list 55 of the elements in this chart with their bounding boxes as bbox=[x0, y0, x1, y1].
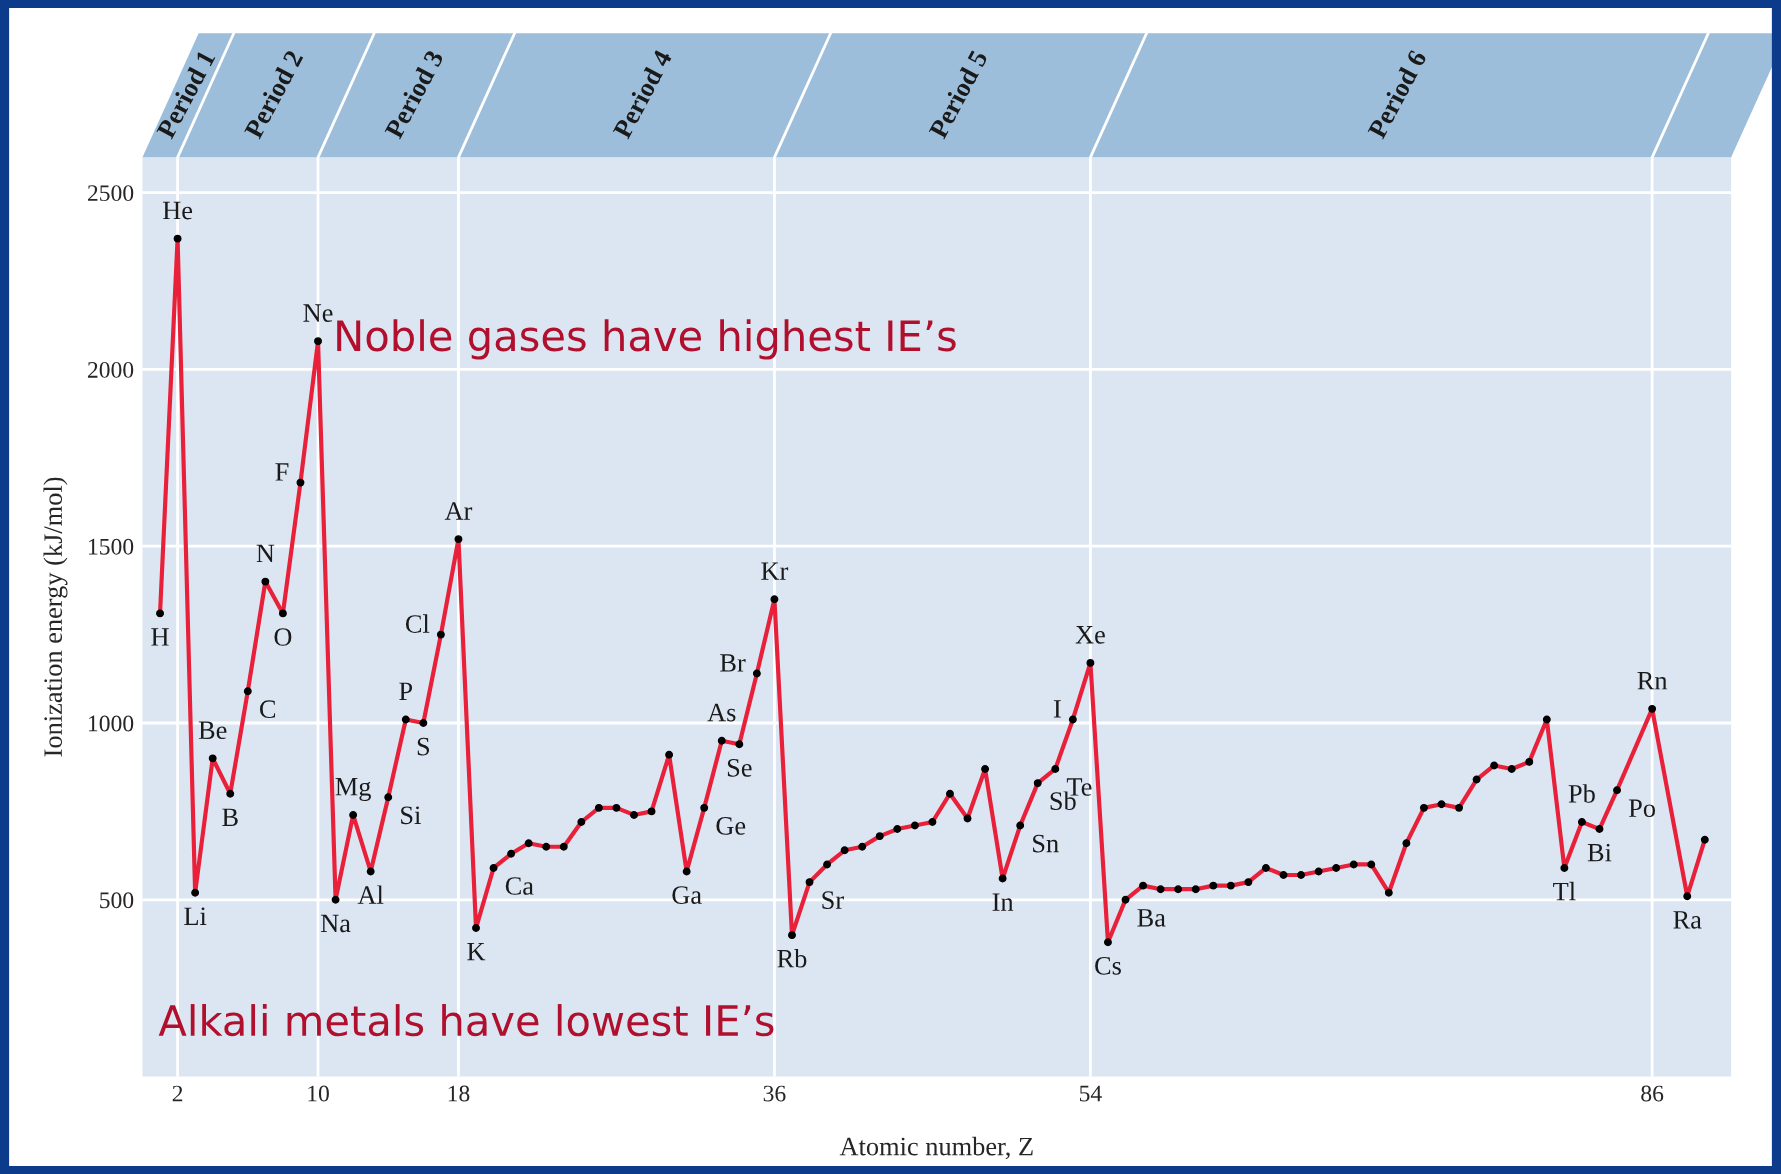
x-tick-label: 10 bbox=[308, 1085, 329, 1102]
annotation: Ar bbox=[444, 502, 473, 520]
annotation: S bbox=[417, 737, 430, 756]
annotation: As bbox=[707, 703, 736, 722]
annotation: Kr bbox=[761, 562, 789, 580]
annotation: Ne bbox=[303, 304, 333, 322]
annotation: Br bbox=[720, 654, 746, 672]
annotation: Si bbox=[401, 806, 421, 825]
annotation: Po bbox=[1628, 799, 1656, 818]
annotation: Ra bbox=[1673, 911, 1702, 929]
annotation: Ba bbox=[1137, 909, 1166, 927]
annotation: C bbox=[260, 700, 276, 719]
annotation: Noble gases have highest IE’s bbox=[337, 319, 956, 360]
annotation: Tl bbox=[1553, 881, 1576, 901]
annotation: Rn bbox=[1637, 672, 1668, 690]
annotation: Alkali metals have lowest IE’s bbox=[158, 1004, 774, 1037]
y-axis-title: Ionization energy (kJ/mol) bbox=[43, 477, 68, 757]
annotation: Sn bbox=[1033, 834, 1059, 853]
annotation: P bbox=[399, 682, 413, 700]
annotation: Cs bbox=[1095, 956, 1121, 975]
annotation: Bi bbox=[1587, 843, 1612, 862]
x-tick-label: 54 bbox=[1079, 1085, 1102, 1102]
y-tick-label: 1000 bbox=[89, 715, 134, 732]
annotation: Xe bbox=[1075, 626, 1105, 644]
annotation: Ga bbox=[672, 886, 702, 904]
x-tick-label: 36 bbox=[763, 1085, 786, 1102]
annotation: O bbox=[274, 628, 292, 646]
x-tick-label: 18 bbox=[448, 1085, 470, 1102]
annotation: Na bbox=[320, 914, 351, 933]
annotation: Ca bbox=[505, 877, 534, 895]
annotation: Cl bbox=[405, 614, 430, 633]
annotation: Sr bbox=[822, 891, 844, 910]
y-tick-label: 2000 bbox=[87, 361, 134, 378]
annotation: I bbox=[1053, 700, 1061, 718]
x-tick-label: 86 bbox=[1641, 1085, 1664, 1102]
annotation: Pb bbox=[1568, 784, 1595, 803]
annotation: Rb bbox=[777, 949, 807, 968]
annotation: Mg bbox=[335, 778, 371, 802]
annotation: He bbox=[162, 201, 193, 220]
annotation: N bbox=[256, 544, 275, 563]
annotation: F bbox=[275, 463, 289, 481]
annotation: K bbox=[467, 942, 486, 961]
annotation: B bbox=[222, 808, 238, 826]
y-tick-label: 500 bbox=[100, 892, 134, 909]
y-tick-label: 2500 bbox=[87, 185, 134, 202]
annotation: H bbox=[151, 628, 169, 646]
annotation: Al bbox=[357, 885, 384, 904]
annotation: In bbox=[992, 893, 1014, 911]
annotation: Ge bbox=[716, 817, 746, 835]
y-tick-label: 1500 bbox=[89, 538, 134, 555]
x-axis-title: Atomic number, Z bbox=[839, 1136, 1033, 1160]
annotation: Se bbox=[727, 758, 752, 777]
annotation: Li bbox=[184, 907, 207, 925]
annotation: Be bbox=[198, 721, 227, 740]
x-tick-label: 2 bbox=[172, 1085, 183, 1102]
